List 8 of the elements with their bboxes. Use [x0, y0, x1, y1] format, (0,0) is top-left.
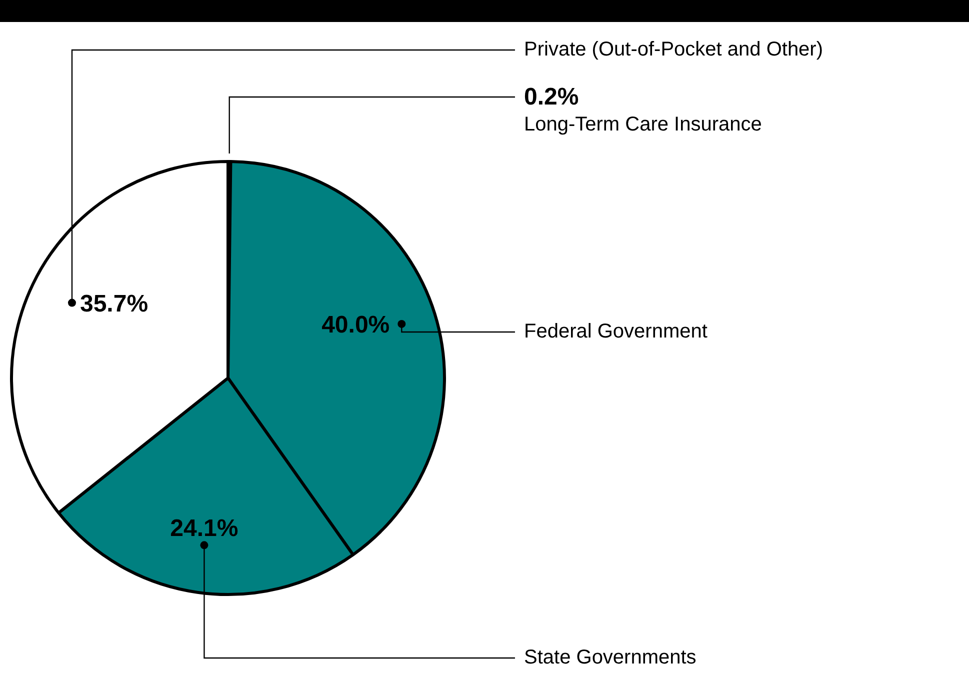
slice-label: Private (Out-of-Pocket and Other)	[524, 38, 824, 61]
slice-label: Long-Term Care Insurance	[524, 114, 762, 136]
data-label: 24.1%	[170, 514, 238, 542]
data-label: 0.2%	[524, 84, 579, 111]
slice-label: State Governments	[524, 646, 696, 669]
data-label: 35.7%	[80, 290, 148, 318]
data-label: 40.0%	[322, 312, 390, 339]
slice-label: Federal Government	[524, 320, 708, 343]
